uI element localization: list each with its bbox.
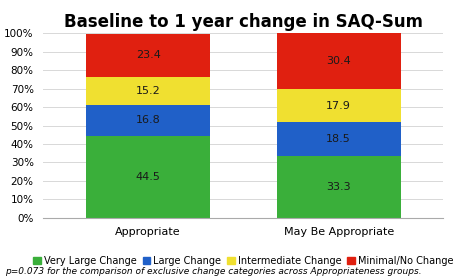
Bar: [86, 105, 210, 136]
Text: 15.2: 15.2: [136, 86, 161, 96]
Bar: [277, 156, 401, 218]
Text: 16.8: 16.8: [136, 115, 161, 125]
Bar: [277, 89, 401, 122]
Text: 18.5: 18.5: [326, 134, 351, 144]
Text: 33.3: 33.3: [326, 182, 351, 192]
Legend: Very Large Change, Large Change, Intermediate Change, Minimal/No Change: Very Large Change, Large Change, Interme…: [33, 256, 454, 266]
Bar: [277, 122, 401, 156]
Text: p=0.073 for the comparison of exclusive change categories across Appropriateness: p=0.073 for the comparison of exclusive …: [5, 267, 421, 276]
Bar: [277, 33, 401, 89]
Text: 44.5: 44.5: [136, 172, 161, 182]
Bar: [86, 34, 210, 77]
Bar: [86, 136, 210, 218]
Text: 30.4: 30.4: [326, 56, 351, 66]
Title: Baseline to 1 year change in SAQ-Sum: Baseline to 1 year change in SAQ-Sum: [64, 13, 423, 30]
Text: 23.4: 23.4: [136, 50, 161, 60]
Text: 17.9: 17.9: [326, 101, 351, 111]
Bar: [86, 77, 210, 105]
